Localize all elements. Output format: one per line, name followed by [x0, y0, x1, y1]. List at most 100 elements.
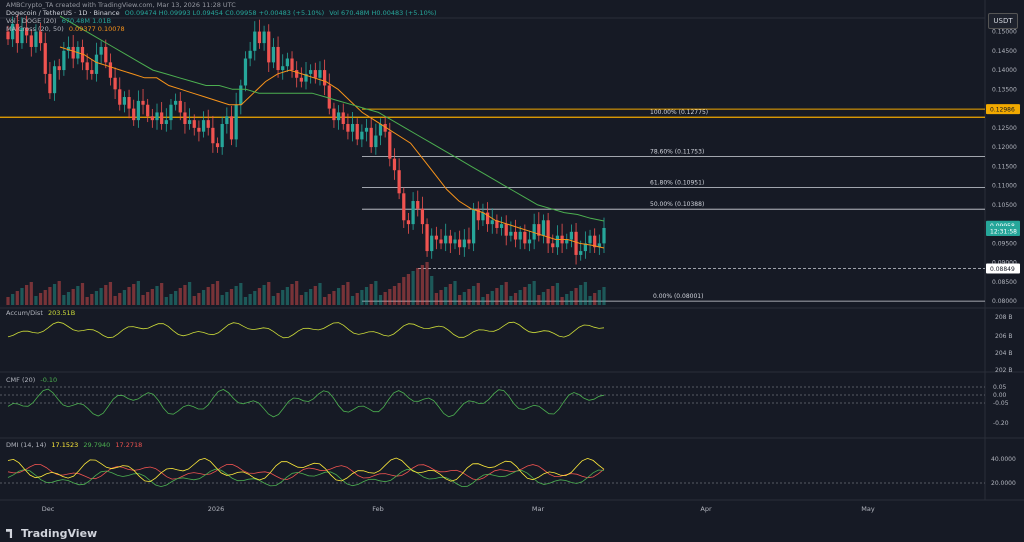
candle-body [295, 70, 299, 78]
candle-body [481, 212, 485, 221]
candle-body [11, 23, 15, 40]
volume-bar [448, 284, 452, 305]
candle-body [518, 231, 522, 240]
symbol-legend[interactable]: Dogecoin / TetherUS · 1D · Binance O0.09… [6, 9, 439, 17]
volume-bar [327, 294, 331, 305]
volume-bar [364, 287, 369, 305]
x-tick-label: May [861, 505, 875, 513]
candle-body [458, 239, 462, 248]
candle-body [569, 231, 574, 240]
volume-bar [355, 293, 359, 305]
volume-bar [48, 287, 52, 305]
candle-body [551, 243, 555, 248]
currency-button[interactable]: USDT [988, 13, 1018, 29]
volume-bar [62, 295, 66, 305]
volume-bar [229, 289, 234, 305]
candle-body [20, 27, 24, 44]
candle-body [327, 85, 331, 109]
candle-body [434, 235, 438, 240]
x-tick-label: Apr [700, 505, 712, 513]
volume-bar [378, 295, 383, 305]
price-label: 12:31:58 [990, 229, 1017, 236]
ma-legend[interactable]: MA Cross (20, 50) 0.09377 0.10078 [6, 25, 128, 33]
volume-bar [420, 265, 425, 305]
accum-tick: 202 B [995, 367, 1012, 374]
tradingview-brand[interactable]: TradingView [6, 527, 97, 540]
volume-bar [411, 271, 415, 305]
volume-bar [43, 290, 47, 305]
candle-body [509, 231, 513, 236]
volume-bar [388, 289, 392, 305]
volume-bar [80, 283, 85, 305]
candles [6, 14, 606, 265]
candle-body [490, 220, 494, 225]
volume-bar [85, 297, 89, 305]
volume-bar [541, 292, 546, 305]
volume-bar [318, 283, 322, 305]
candle-body [262, 31, 266, 44]
volume-bar [127, 287, 131, 305]
volume-bar [6, 297, 10, 305]
volume-bar [113, 296, 117, 305]
volume-bar [383, 292, 387, 305]
volume-bar [183, 285, 187, 305]
candle-body [243, 58, 248, 86]
volume-bar [11, 294, 15, 305]
ma50-line [59, 15, 605, 222]
symbol-name[interactable]: Dogecoin / TetherUS · 1D · Binance [6, 9, 120, 17]
y-tick-label: 0.09500 [992, 240, 1017, 247]
volume-bar [132, 284, 136, 305]
candle-body [132, 108, 136, 121]
volume-bar [178, 288, 182, 305]
cmf-legend[interactable]: CMF (20) -0.10 [6, 376, 60, 384]
volume-bar [104, 285, 108, 305]
accum-line [7, 321, 605, 339]
volume-bar [155, 286, 159, 305]
volume-bar [220, 295, 224, 305]
volume-bar [29, 282, 33, 305]
dmi-legend[interactable]: DMI (14, 14) 17.1523 29.7940 17.2718 [6, 441, 145, 449]
candle-body [229, 116, 234, 140]
candle-body [430, 235, 434, 252]
candle-body [304, 73, 308, 82]
candle-body [71, 46, 75, 59]
candle-body [169, 104, 173, 121]
candle-body [392, 158, 397, 171]
candle-body [94, 54, 99, 74]
candle-body [318, 70, 322, 78]
price-label-bg [986, 226, 1020, 237]
candle-body [164, 120, 168, 124]
cmf-tick: -0.20 [993, 420, 1009, 427]
volume-bar [257, 288, 262, 305]
volume-bar [523, 287, 527, 305]
volume-bar [262, 285, 266, 305]
candle-body [546, 220, 550, 244]
volume-bar [374, 281, 378, 305]
volume-legend[interactable]: Vol · DOGE (20) 670.48M 1.01B [6, 17, 114, 25]
volume-values: 670.48M 1.01B [61, 17, 112, 25]
volume-bar [369, 284, 373, 305]
volume-bar [583, 282, 587, 305]
accum-tick: 204 B [995, 350, 1012, 357]
candle-body [215, 143, 220, 148]
candle-body [234, 104, 238, 140]
candle-body [499, 224, 504, 228]
candle-body [332, 108, 336, 121]
candle-body [150, 116, 154, 121]
candle-body [90, 70, 94, 74]
x-tick-label: Feb [372, 505, 384, 513]
volume-bar [336, 288, 341, 305]
candle-body [574, 231, 578, 255]
ohlc-values: O0.09474 H0.09993 L0.09454 C0.09958 +0.0… [124, 9, 325, 17]
volume-bar [560, 297, 564, 305]
volume-bar [160, 283, 164, 305]
volume-bar [332, 291, 336, 305]
candle-body [495, 220, 499, 228]
price-label-bg [986, 104, 1020, 115]
accum-legend[interactable]: Accum/Dist 203.51B [6, 309, 78, 317]
volume-bar [243, 297, 248, 305]
dmi-plus-line [7, 468, 605, 488]
candle-body [555, 235, 560, 248]
candle-body [420, 208, 425, 225]
